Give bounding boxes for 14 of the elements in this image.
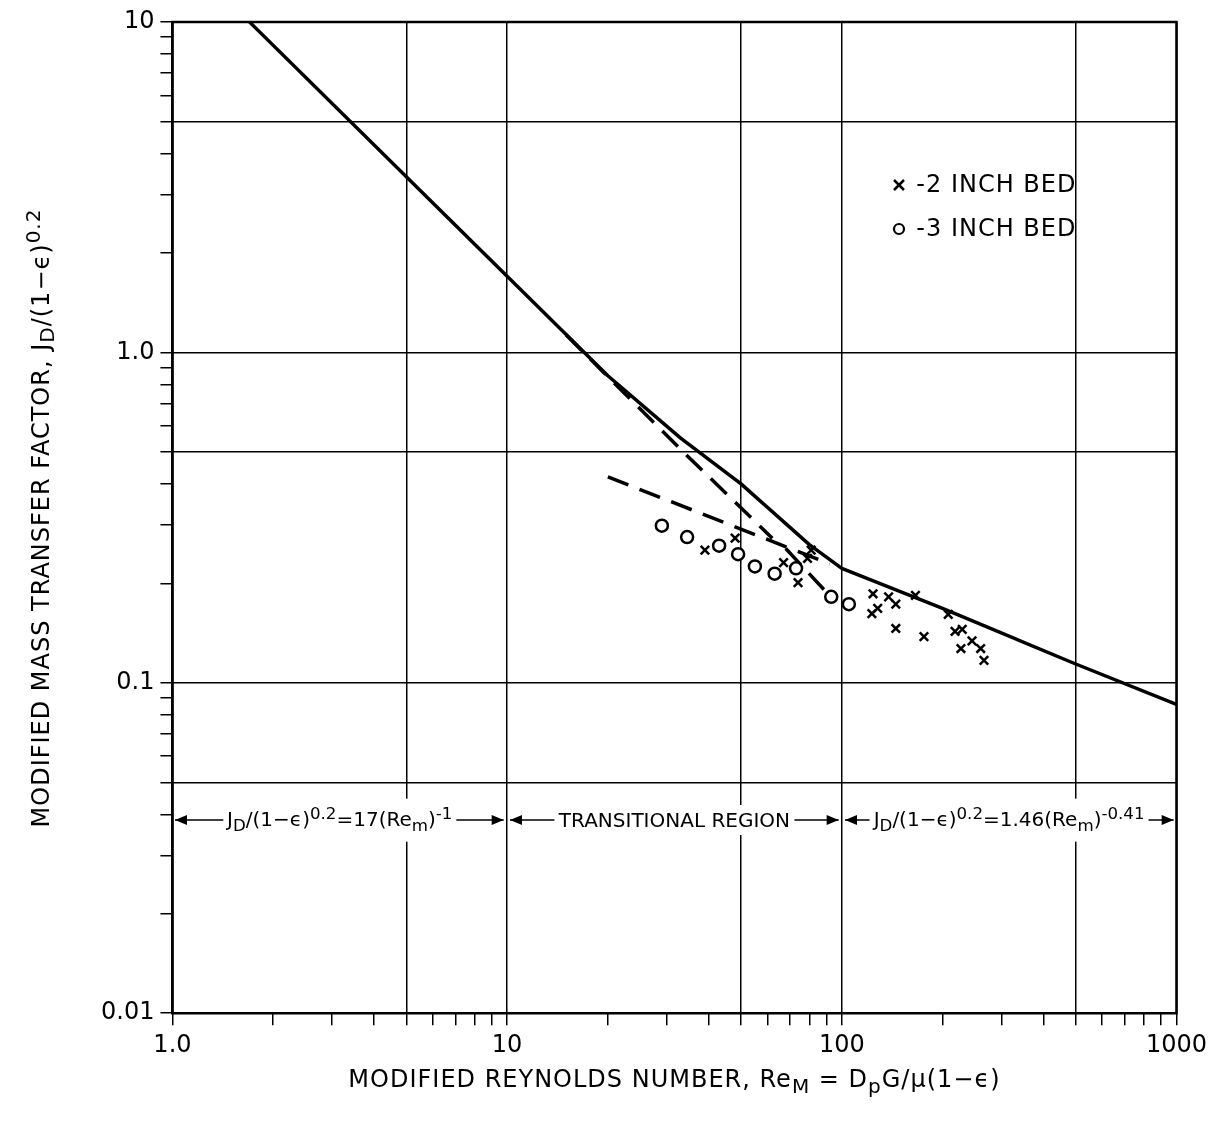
- x-tick-label: 100: [818, 1029, 865, 1058]
- x-axis-title: MODIFIED REYNOLDS NUMBER, Re$_{M}$ = D$_{p}$G/μ(1−ϵ): [348, 1065, 1001, 1098]
- y-tick-label: 1.0: [116, 336, 155, 365]
- x-tick-label: 10: [491, 1029, 523, 1058]
- annotation: TRANSITIONAL REGION: [554, 804, 795, 835]
- annotation: J$_{D}$/(1−ϵ)$^{0.2}$=1.46(Re$_{m}$)$^{-0.41}$: [869, 798, 1149, 842]
- x-tick-label: 1.0: [153, 1029, 192, 1058]
- y-tick-label: 0.01: [101, 997, 155, 1026]
- legend-label: -3 INCH BED: [916, 214, 1077, 242]
- y-tick-label: 10: [123, 6, 155, 35]
- annotation: J$_{D}$/(1−ϵ)$^{0.2}$=17(Re$_{m}$)$^{-1}$: [223, 798, 457, 842]
- y-tick-label: 0.1: [116, 667, 155, 696]
- x-tick-label: 1000: [1145, 1029, 1207, 1058]
- legend-label: -2 INCH BED: [916, 170, 1077, 198]
